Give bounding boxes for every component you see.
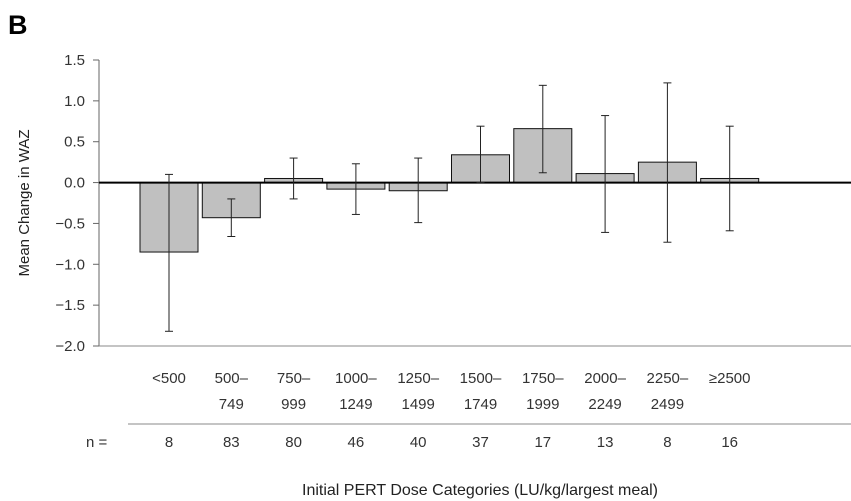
n-value: 37 xyxy=(472,434,489,451)
n-value: 46 xyxy=(348,434,365,451)
x-tick-label: 2250– xyxy=(647,370,689,387)
y-tick-label: −2.0 xyxy=(55,338,85,355)
error-bar xyxy=(476,125,485,184)
n-value: 16 xyxy=(721,434,738,451)
x-tick-label: 750– xyxy=(277,370,311,387)
n-value: 8 xyxy=(663,434,671,451)
error-bar xyxy=(351,163,360,215)
x-tick-label: 1750– xyxy=(522,370,564,387)
x-tick-label-line2: 2499 xyxy=(651,396,684,413)
x-tick-label-line2: 1249 xyxy=(339,396,372,413)
n-value: 17 xyxy=(534,434,551,451)
x-tick-label-line2: 2249 xyxy=(588,396,621,413)
x-tick-label: <500 xyxy=(152,370,186,387)
x-tick-label-line2: 749 xyxy=(219,396,244,413)
x-axis-label: Initial PERT Dose Categories (LU/kg/larg… xyxy=(302,482,658,499)
error-bar xyxy=(601,115,610,233)
error-bar xyxy=(289,157,298,200)
n-value: 40 xyxy=(410,434,427,451)
y-tick-label: 0.0 xyxy=(64,175,85,192)
x-tick-label: ≥2500 xyxy=(709,370,751,387)
x-tick-label: 1000– xyxy=(335,370,377,387)
x-tick-label: 1250– xyxy=(397,370,439,387)
n-value: 8 xyxy=(165,434,173,451)
n-value: 83 xyxy=(223,434,240,451)
error-bars xyxy=(165,82,734,332)
y-tick-label: −1.0 xyxy=(55,256,85,273)
x-tick-label: 1500– xyxy=(460,370,502,387)
error-bar xyxy=(538,84,547,174)
error-bar xyxy=(414,157,423,224)
y-tick-label: −0.5 xyxy=(55,215,85,232)
x-tick-label-line2: 1749 xyxy=(464,396,497,413)
n-row: 8 83 80 46 40 37 17 13 8 16 xyxy=(165,434,738,451)
y-tick-label: 1.0 xyxy=(64,93,85,110)
n-label: n = xyxy=(86,434,108,451)
y-tick-label: 1.5 xyxy=(64,52,85,69)
y-axis: 1.5 1.0 0.5 0.0 −0.5 −1.0 −1.5 −2.0 xyxy=(55,52,99,355)
n-value: 13 xyxy=(597,434,614,451)
error-bar xyxy=(725,125,734,232)
x-tick-label-line2: 999 xyxy=(281,396,306,413)
error-bar xyxy=(165,173,173,332)
y-tick-label: 0.5 xyxy=(64,134,85,151)
bars xyxy=(139,128,760,253)
x-tick-label: 500– xyxy=(215,370,249,387)
y-axis-label: Mean Change in WAZ xyxy=(16,129,33,276)
x-axis-categories: <500 500– 749 750– 999 1000– 1249 1250– 1499 1500… xyxy=(152,370,750,413)
panel-label: B xyxy=(8,10,28,40)
x-tick-label-line2: 1999 xyxy=(526,396,559,413)
x-tick-label-line2: 1499 xyxy=(402,396,435,413)
error-bar xyxy=(663,82,672,243)
y-tick-label: −1.5 xyxy=(55,297,85,314)
error-bar xyxy=(227,198,236,238)
x-tick-label: 2000– xyxy=(584,370,626,387)
n-value: 80 xyxy=(285,434,302,451)
